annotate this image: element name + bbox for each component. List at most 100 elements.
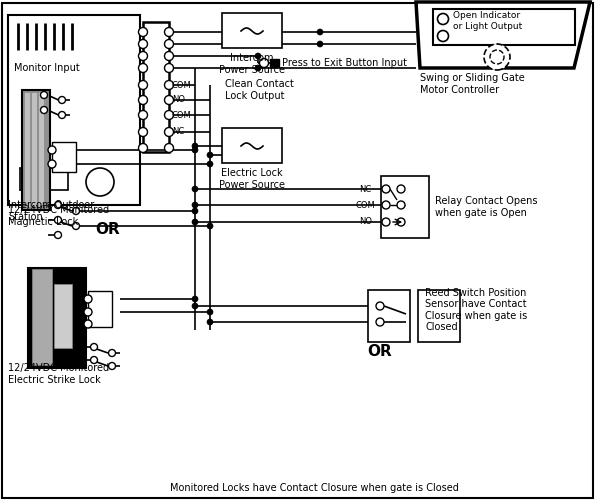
Circle shape <box>259 58 269 68</box>
Circle shape <box>54 232 61 238</box>
Bar <box>88 291 112 327</box>
Bar <box>52 142 76 172</box>
Circle shape <box>207 309 213 315</box>
Circle shape <box>138 28 147 36</box>
Circle shape <box>138 40 147 48</box>
Text: NO: NO <box>359 218 372 226</box>
Circle shape <box>317 29 323 35</box>
Circle shape <box>138 110 147 120</box>
Bar <box>418 290 460 342</box>
Text: NC: NC <box>359 184 371 194</box>
Circle shape <box>207 161 213 167</box>
Circle shape <box>397 218 405 226</box>
Circle shape <box>484 44 510 70</box>
Circle shape <box>192 208 198 214</box>
Bar <box>39 93 44 207</box>
Polygon shape <box>416 2 590 68</box>
Bar <box>143 22 169 152</box>
Circle shape <box>164 52 173 60</box>
Circle shape <box>192 202 198 208</box>
Text: Open Indicator
or Light Output: Open Indicator or Light Output <box>453 12 522 30</box>
Circle shape <box>192 147 198 153</box>
Circle shape <box>138 128 147 136</box>
Text: Monitored Locks have Contact Closure when gate is Closed: Monitored Locks have Contact Closure whe… <box>170 483 459 493</box>
Bar <box>433 9 575 45</box>
Text: OR: OR <box>368 344 392 360</box>
Circle shape <box>164 128 173 136</box>
Text: Intercom
Power Source: Intercom Power Source <box>219 53 285 74</box>
Circle shape <box>54 202 61 208</box>
Text: Press to Exit Button Input: Press to Exit Button Input <box>282 58 407 68</box>
Bar <box>32 269 52 365</box>
Circle shape <box>437 14 449 24</box>
Text: Electric Lock
Power Source: Electric Lock Power Source <box>219 168 285 190</box>
Circle shape <box>192 219 198 225</box>
Circle shape <box>58 96 66 103</box>
Circle shape <box>58 112 66 118</box>
Circle shape <box>490 50 504 64</box>
Circle shape <box>138 52 147 60</box>
Circle shape <box>138 144 147 152</box>
Circle shape <box>164 110 173 120</box>
Text: Relay Contact Opens
when gate is Open: Relay Contact Opens when gate is Open <box>435 196 538 218</box>
Bar <box>222 128 282 163</box>
Circle shape <box>73 222 79 230</box>
Circle shape <box>138 64 147 72</box>
Text: Swing or Sliding Gate
Motor Controller: Swing or Sliding Gate Motor Controller <box>420 73 524 94</box>
Bar <box>22 90 50 210</box>
Circle shape <box>376 302 384 310</box>
Text: Intercom Outdoor
Station: Intercom Outdoor Station <box>8 200 94 222</box>
Circle shape <box>84 308 92 316</box>
Circle shape <box>138 80 147 90</box>
Circle shape <box>164 96 173 104</box>
Circle shape <box>48 160 56 168</box>
Circle shape <box>437 30 449 42</box>
Text: Clean Contact
Lock Output: Clean Contact Lock Output <box>225 79 294 101</box>
Bar <box>32 93 37 207</box>
Bar <box>54 284 72 348</box>
Text: Monitor Input: Monitor Input <box>14 63 80 73</box>
Circle shape <box>86 168 114 196</box>
Circle shape <box>108 350 116 356</box>
Circle shape <box>164 144 173 152</box>
Circle shape <box>317 41 323 47</box>
Circle shape <box>48 146 56 154</box>
Circle shape <box>164 64 173 72</box>
Text: 12/24VDC Monitored
Magnetic Lock: 12/24VDC Monitored Magnetic Lock <box>8 205 109 227</box>
Bar <box>381 176 429 238</box>
Circle shape <box>73 208 79 214</box>
Bar <box>28 268 86 368</box>
Circle shape <box>41 92 48 98</box>
Circle shape <box>397 201 405 209</box>
Circle shape <box>382 218 390 226</box>
Circle shape <box>84 295 92 303</box>
Bar <box>222 13 282 48</box>
Circle shape <box>376 318 384 326</box>
Circle shape <box>108 362 116 370</box>
Circle shape <box>164 40 173 48</box>
Text: COM: COM <box>355 200 375 209</box>
Text: COM: COM <box>172 80 192 90</box>
Text: Reed Switch Position
Sensor have Contact
Closure when gate is
Closed: Reed Switch Position Sensor have Contact… <box>425 288 527 333</box>
Text: OR: OR <box>95 222 120 238</box>
Circle shape <box>192 303 198 309</box>
Circle shape <box>207 152 213 158</box>
Circle shape <box>164 80 173 90</box>
Circle shape <box>91 344 98 350</box>
Circle shape <box>192 296 198 302</box>
Circle shape <box>207 223 213 229</box>
Circle shape <box>164 28 173 36</box>
Bar <box>368 290 410 342</box>
Circle shape <box>382 185 390 193</box>
Bar <box>20 168 68 190</box>
Text: 12/24VDC Monitored
Electric Strike Lock: 12/24VDC Monitored Electric Strike Lock <box>8 363 109 385</box>
Text: COM: COM <box>172 110 192 120</box>
Bar <box>25 93 30 207</box>
Circle shape <box>138 96 147 104</box>
Circle shape <box>192 186 198 192</box>
Circle shape <box>255 65 261 71</box>
Bar <box>270 59 279 67</box>
Circle shape <box>397 185 405 193</box>
Circle shape <box>255 53 261 59</box>
Circle shape <box>54 216 61 224</box>
